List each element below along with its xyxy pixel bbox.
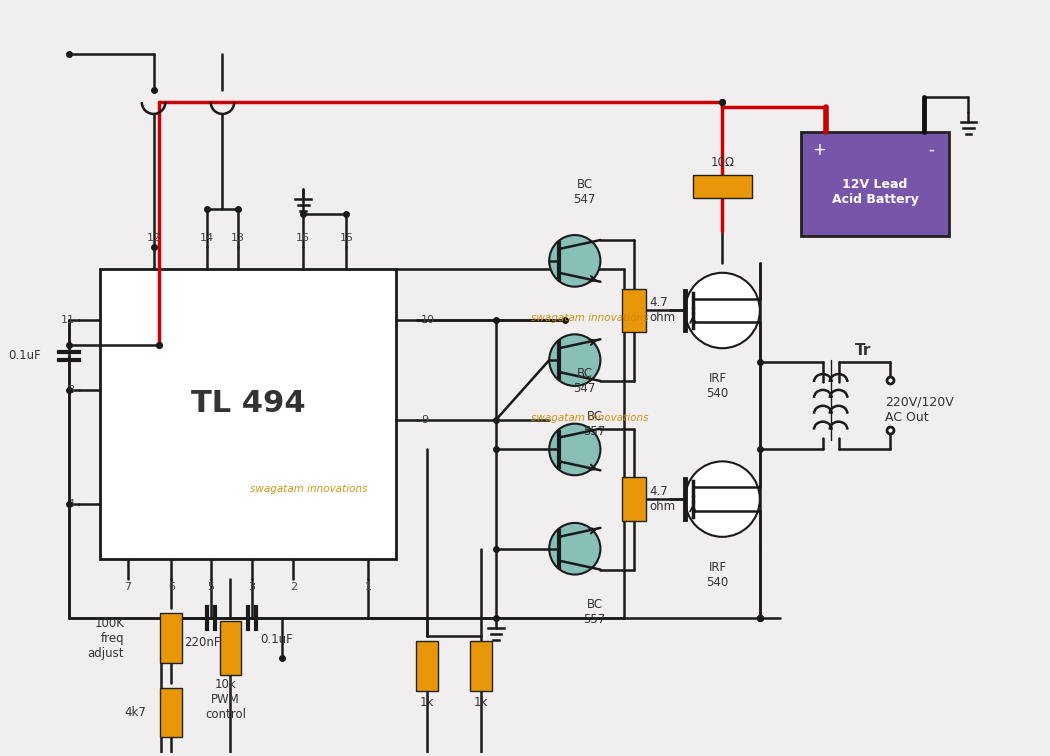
- Text: swagatam innovations: swagatam innovations: [531, 314, 648, 324]
- Text: 10: 10: [421, 315, 436, 325]
- Text: 0.1uF: 0.1uF: [259, 633, 293, 646]
- Text: swagatam innovations: swagatam innovations: [531, 413, 648, 423]
- Text: 1k: 1k: [420, 696, 435, 708]
- Text: 14: 14: [200, 233, 214, 243]
- Bar: [101, 269, 396, 559]
- Bar: [801, 132, 949, 236]
- Text: -: -: [928, 141, 934, 159]
- Text: 6: 6: [168, 582, 174, 593]
- Text: 9: 9: [421, 415, 428, 425]
- Circle shape: [549, 423, 601, 476]
- Text: TL 494: TL 494: [191, 389, 306, 418]
- Text: 4.7
ohm: 4.7 ohm: [650, 485, 676, 513]
- Text: BC
547: BC 547: [573, 178, 595, 206]
- Text: 11: 11: [61, 315, 75, 325]
- Bar: [622, 289, 646, 333]
- Text: 8: 8: [67, 385, 75, 395]
- Bar: [161, 688, 182, 737]
- Text: 16: 16: [296, 233, 310, 243]
- Text: IRF
540: IRF 540: [707, 561, 729, 589]
- Bar: [622, 477, 646, 521]
- Text: 4: 4: [67, 499, 75, 509]
- Text: 100K
freq
adjust: 100K freq adjust: [87, 617, 124, 659]
- Circle shape: [685, 461, 760, 537]
- Bar: [219, 621, 242, 675]
- Text: BC
547: BC 547: [573, 367, 595, 395]
- Text: 12: 12: [147, 233, 161, 243]
- Text: Tr: Tr: [856, 342, 872, 358]
- Text: 2: 2: [290, 582, 297, 593]
- Text: 0.1uF: 0.1uF: [8, 349, 41, 361]
- Text: 1k: 1k: [475, 696, 488, 708]
- Text: 1: 1: [364, 582, 372, 593]
- Circle shape: [549, 334, 601, 386]
- Text: 13: 13: [231, 233, 246, 243]
- Text: 3: 3: [249, 582, 255, 593]
- Text: 220V/120V
AC Out: 220V/120V AC Out: [885, 395, 953, 424]
- Text: 15: 15: [339, 233, 354, 243]
- Text: 10Ω: 10Ω: [711, 156, 734, 169]
- Bar: [417, 641, 438, 691]
- Text: BC
557: BC 557: [584, 598, 606, 627]
- Text: 4.7
ohm: 4.7 ohm: [650, 296, 676, 324]
- Text: +: +: [812, 141, 826, 159]
- Bar: [161, 613, 182, 663]
- Text: 10k
PWM
control: 10k PWM control: [205, 678, 246, 720]
- Text: swagatam innovations: swagatam innovations: [250, 484, 368, 494]
- Text: 4k7: 4k7: [125, 706, 147, 719]
- Bar: [693, 175, 752, 198]
- Text: 7: 7: [125, 582, 131, 593]
- Circle shape: [549, 523, 601, 575]
- Text: 12V Lead
Acid Battery: 12V Lead Acid Battery: [832, 178, 919, 206]
- Circle shape: [549, 235, 601, 287]
- Text: IRF
540: IRF 540: [707, 372, 729, 400]
- Text: 220nF: 220nF: [185, 636, 222, 649]
- Circle shape: [685, 273, 760, 349]
- Bar: [470, 641, 492, 691]
- Text: BC
557: BC 557: [584, 410, 606, 438]
- Text: 5: 5: [207, 582, 214, 593]
